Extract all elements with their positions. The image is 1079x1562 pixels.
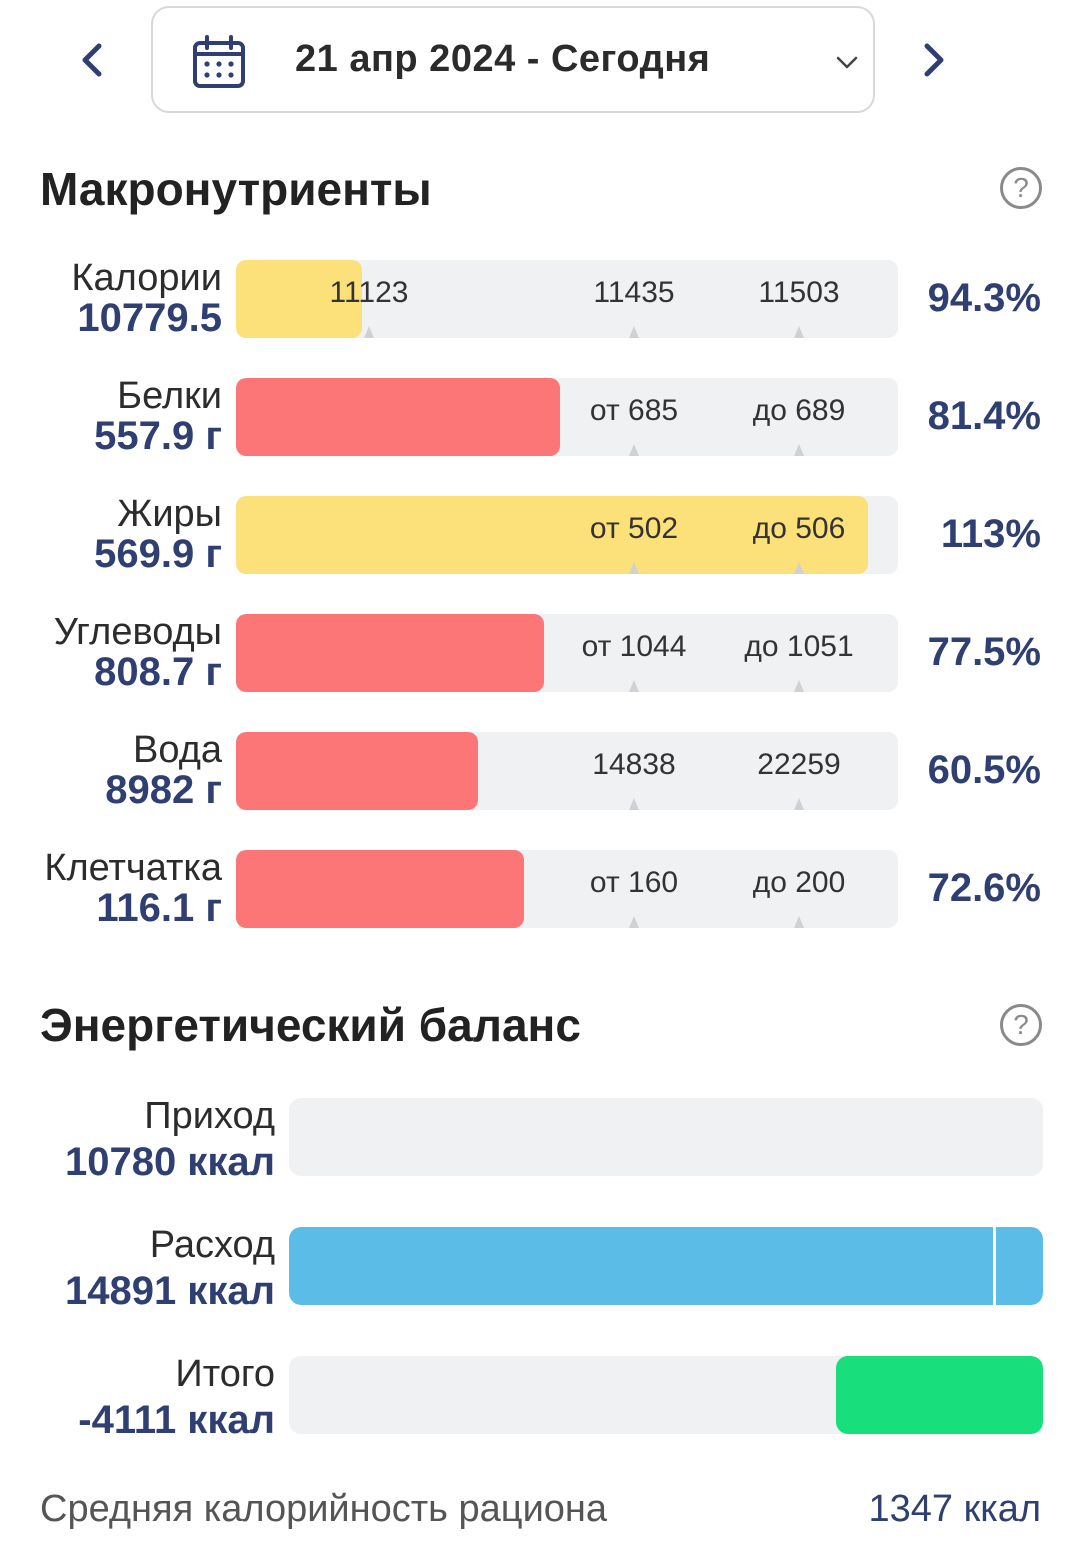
macro-value: 808.7 г [94, 650, 222, 694]
macro-progress-fill [236, 496, 869, 574]
macro-target-tick [629, 680, 639, 692]
macro-name: Жиры [117, 493, 222, 535]
macro-value: 116.1 г [96, 886, 222, 930]
macro-target-label: 22259 [757, 748, 841, 781]
macro-target-tick [794, 916, 804, 928]
macro-value: 569.9 г [94, 532, 222, 576]
macro-target-tick [794, 562, 804, 574]
energy-bar-fill [835, 1356, 1043, 1434]
energy-name: Приход [144, 1095, 275, 1137]
macro-percent: 77.5% [927, 630, 1041, 674]
avg-calorie-value: 1347 ккал [868, 1488, 1041, 1530]
energy-value: 10780 ккал [64, 1140, 275, 1184]
macro-target-tick [794, 444, 804, 456]
macro-target-label: 11123 [329, 276, 409, 309]
macro-target-tick [794, 798, 804, 810]
macro-progress-fill [236, 850, 524, 928]
macro-progress-bar: от 160 до 200 [236, 850, 898, 928]
chevron-right-icon [924, 43, 944, 77]
macro-target-label: 14838 [592, 748, 676, 781]
macro-progress-fill [236, 614, 544, 692]
macro-target-label: до 1051 [744, 630, 854, 663]
macro-target-label: до 200 [752, 866, 846, 899]
macro-progress-fill [236, 260, 362, 338]
macro-percent: 94.3% [927, 276, 1041, 320]
macro-target-label: 11503 [758, 276, 840, 309]
macro-value: 557.9 г [94, 414, 222, 458]
energy-help-icon[interactable]: ? [1000, 1004, 1042, 1046]
energy-bar [289, 1098, 1043, 1176]
next-day-button[interactable] [912, 38, 956, 82]
macro-target-label: от 685 [589, 394, 679, 427]
energy-row: Расход 14891 ккал [0, 1224, 1079, 1313]
macro-target-label: от 502 [589, 512, 679, 545]
macro-row: Клетчатка 116.1 г от 160 до 200 72.6% [0, 847, 1079, 930]
macro-row: Белки 557.9 г от 685 до 689 81.4% [0, 375, 1079, 458]
calendar-icon [193, 35, 245, 88]
macro-progress-fill [236, 378, 561, 456]
macro-percent: 72.6% [927, 866, 1041, 910]
macro-progress-bar: 11123 11435 11503 [236, 260, 898, 338]
macro-target-tick [629, 444, 639, 456]
macro-target-label: от 160 [589, 866, 679, 899]
macro-name: Вода [133, 729, 222, 771]
macro-progress-bar: от 1044 до 1051 [236, 614, 898, 692]
energy-row: Итого -4111 ккал [0, 1353, 1079, 1442]
macro-value: 10779.5 [77, 296, 222, 340]
macro-row: Калории 10779.5 11123 11435 11503 94.3% [0, 257, 1079, 340]
macro-row: Вода 8982 г 14838 22259 60.5% [0, 729, 1079, 812]
macro-target-label: 11435 [593, 276, 675, 309]
macro-target-tick [629, 916, 639, 928]
energy-value: -4111 ккал [78, 1398, 275, 1442]
macro-name: Углеводы [53, 611, 222, 653]
macro-progress-bar: от 685 до 689 [236, 378, 898, 456]
macro-target-tick [629, 562, 639, 574]
macro-target-tick [794, 680, 804, 692]
date-selector[interactable]: 21 апр 2024 - Сегодня [151, 6, 875, 113]
energy-title: Энергетический баланс [40, 999, 581, 1051]
macro-target-label: от 1044 [581, 630, 687, 663]
prev-day-button[interactable] [70, 38, 114, 82]
macro-target-label: до 506 [752, 512, 846, 545]
avg-calorie-label: Средняя калорийность рациона [40, 1488, 608, 1530]
macro-percent: 60.5% [927, 748, 1041, 792]
macro-row: Жиры 569.9 г от 502 до 506 113% [0, 493, 1079, 576]
chevron-left-icon [82, 43, 102, 77]
macros-title: Макронутриенты [40, 163, 432, 215]
macro-progress-fill [236, 732, 478, 810]
date-label: 21 апр 2024 - Сегодня [295, 38, 711, 80]
energy-bar [289, 1356, 1043, 1434]
macro-value: 8982 г [105, 768, 222, 812]
macro-target-tick [629, 326, 639, 338]
energy-name: Расход [149, 1224, 275, 1266]
energy-value: 14891 ккал [64, 1269, 275, 1313]
macro-row: Углеводы 808.7 г от 1044 до 1051 77.5% [0, 611, 1079, 694]
macro-progress-bar: 14838 22259 [236, 732, 898, 810]
macro-name: Клетчатка [44, 847, 222, 889]
macros-help-icon[interactable]: ? [1000, 167, 1042, 209]
energy-row: Приход 10780 ккал [0, 1095, 1079, 1184]
macro-target-tick [629, 798, 639, 810]
macro-percent: 81.4% [927, 394, 1041, 438]
energy-bar [289, 1227, 1043, 1305]
macro-target-tick [364, 326, 374, 338]
macro-target-tick [794, 326, 804, 338]
energy-name: Итого [175, 1353, 275, 1395]
macro-progress-bar: от 502 до 506 [236, 496, 898, 574]
macro-target-label: до 689 [752, 394, 846, 427]
macro-percent: 113% [940, 512, 1041, 556]
chevron-down-icon [836, 56, 858, 69]
macro-name: Белки [117, 375, 222, 417]
energy-bar-divider [993, 1227, 997, 1305]
energy-bar-fill [289, 1227, 1043, 1305]
macro-name: Калории [71, 257, 222, 299]
